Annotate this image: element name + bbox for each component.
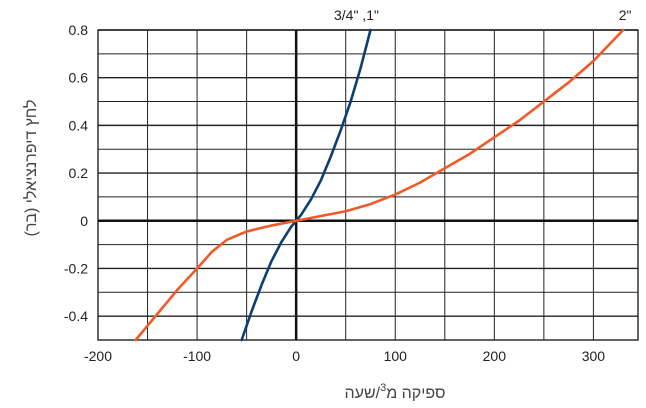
x-axis-title: ספיקה מ3/שעה [345, 382, 446, 402]
y-tick-label: 0.6 [69, 70, 89, 86]
x-tick-label: 200 [483, 348, 507, 364]
y-tick-labels: -0.4 -0.2 0 0.2 0.4 0.6 0.8 [64, 22, 88, 324]
x-tick-labels: -200 -100 0 100 200 300 [84, 348, 605, 364]
x-axis-title-superscript: 3 [380, 382, 386, 394]
plot-frame [97, 29, 639, 341]
x-axis-title-main: ספיקה מ [386, 385, 445, 402]
y-tick-label: 0.4 [69, 117, 89, 133]
series-line-1 [240, 28, 372, 342]
x-tick-label: -200 [84, 348, 112, 364]
y-tick-label: -0.2 [64, 260, 88, 276]
x-tick-label: -100 [183, 348, 211, 364]
x-axis-title-suffix: /שעה [345, 385, 381, 402]
minor-grid [97, 30, 638, 341]
y-tick-label: -0.4 [64, 308, 88, 324]
x-tick-label: 300 [582, 348, 606, 364]
y-tick-label: 0 [80, 213, 88, 229]
series-line-2 [134, 28, 625, 342]
series-label-1: 3/4" ,1" [334, 7, 379, 23]
series-label-2: 2" [619, 7, 632, 23]
series-layer [134, 28, 625, 342]
y-tick-label: 0.8 [69, 22, 89, 38]
y-axis-title: לחץ דיפרנציאלי (בר) [22, 100, 40, 237]
y-tick-label: 0.2 [69, 165, 89, 181]
x-tick-label: 100 [384, 348, 408, 364]
series-labels: 3/4" ,1" 2" [334, 7, 632, 23]
x-tick-label: 0 [292, 348, 300, 364]
major-grid [97, 29, 639, 341]
